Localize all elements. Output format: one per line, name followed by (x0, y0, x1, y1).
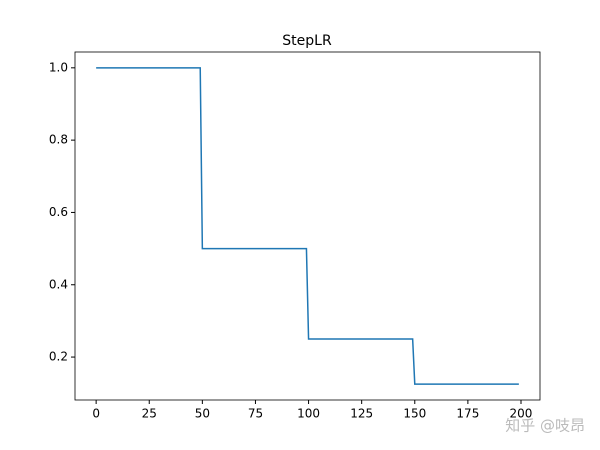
line-series (96, 67, 519, 385)
x-tick-label: 0 (92, 407, 100, 421)
y-tick-label: 0.4 (49, 277, 68, 291)
x-tick-label: 125 (350, 407, 373, 421)
x-tick-label: 25 (142, 407, 157, 421)
chart-title: StepLR (282, 33, 332, 49)
x-tick-label: 150 (403, 407, 426, 421)
y-tick-label: 0.2 (49, 350, 68, 364)
plot-frame (74, 51, 541, 401)
x-tick-label: 100 (297, 407, 320, 421)
x-tick-label: 175 (456, 407, 479, 421)
watermark: 知乎 @吱昂 (505, 417, 585, 435)
x-tick-label: 200 (510, 407, 533, 421)
x-tick-label: 75 (248, 407, 263, 421)
y-tick-label: 1.0 (49, 60, 68, 74)
x-tick-label: 50 (195, 407, 210, 421)
y-tick-label: 0.8 (49, 133, 68, 147)
y-tick-label: 0.6 (49, 205, 68, 219)
